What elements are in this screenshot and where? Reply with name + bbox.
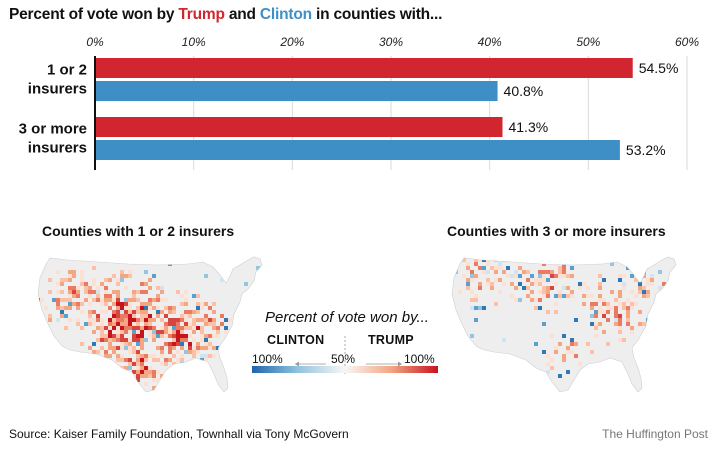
x-tick-label: 30% — [379, 35, 403, 49]
legend-arrowhead-left — [295, 361, 299, 367]
title-trump: Trump — [178, 6, 225, 23]
bar-chart: 0% 10% 20% 30% 40% 50% 60% 1 or 2 insurers 54.5% 4… — [19, 35, 699, 170]
data-label: 40.8% — [504, 83, 544, 99]
source-note: Source: Kaiser Family Foundation, Townha… — [9, 427, 349, 441]
bar-clinton — [96, 81, 498, 101]
left-county-map — [37, 256, 263, 393]
data-label: 54.5% — [639, 60, 679, 76]
legend-title: Percent of vote won by... — [265, 309, 429, 326]
y-category-label: insurers — [28, 81, 87, 98]
y-category-label: insurers — [28, 140, 87, 157]
left-map-title: Counties with 1 or 2 insurers — [42, 223, 235, 239]
bar-trump — [96, 58, 633, 78]
x-tick-label: 60% — [675, 35, 699, 49]
x-tick-label: 50% — [576, 35, 600, 49]
data-label: 41.3% — [508, 119, 548, 135]
title-middle: and — [224, 6, 260, 23]
right-county-map — [451, 256, 677, 393]
legend-right-pct: 100% — [404, 352, 435, 366]
legend-trump-label: TRUMP — [368, 333, 414, 347]
credit-note: The Huffington Post — [602, 427, 708, 441]
legend-arrowhead-right — [398, 361, 402, 367]
chart-title: Percent of vote won by Trump and Clinton… — [9, 6, 442, 24]
title-suffix: in counties with... — [311, 6, 443, 23]
title-prefix: Percent of vote won by — [9, 6, 179, 23]
x-tick-label: 40% — [478, 35, 502, 49]
x-tick-label: 10% — [182, 35, 206, 49]
legend-scale — [252, 336, 438, 376]
legend-left-pct: 100% — [252, 352, 283, 366]
bar-trump — [96, 117, 503, 137]
data-label: 53.2% — [626, 142, 666, 158]
x-tick-label: 20% — [279, 35, 304, 49]
legend-gradient-bar — [252, 366, 438, 373]
legend-clinton-label: CLINTON — [267, 333, 325, 347]
x-tick-label: 0% — [86, 35, 104, 49]
y-category-label: 1 or 2 — [47, 62, 87, 79]
title-clinton: Clinton — [259, 6, 312, 23]
y-category-label: 3 or more — [19, 121, 87, 138]
right-map-title: Counties with 3 or more insurers — [447, 223, 666, 239]
bar-clinton — [96, 140, 620, 160]
legend-mid-pct: 50% — [331, 352, 356, 366]
